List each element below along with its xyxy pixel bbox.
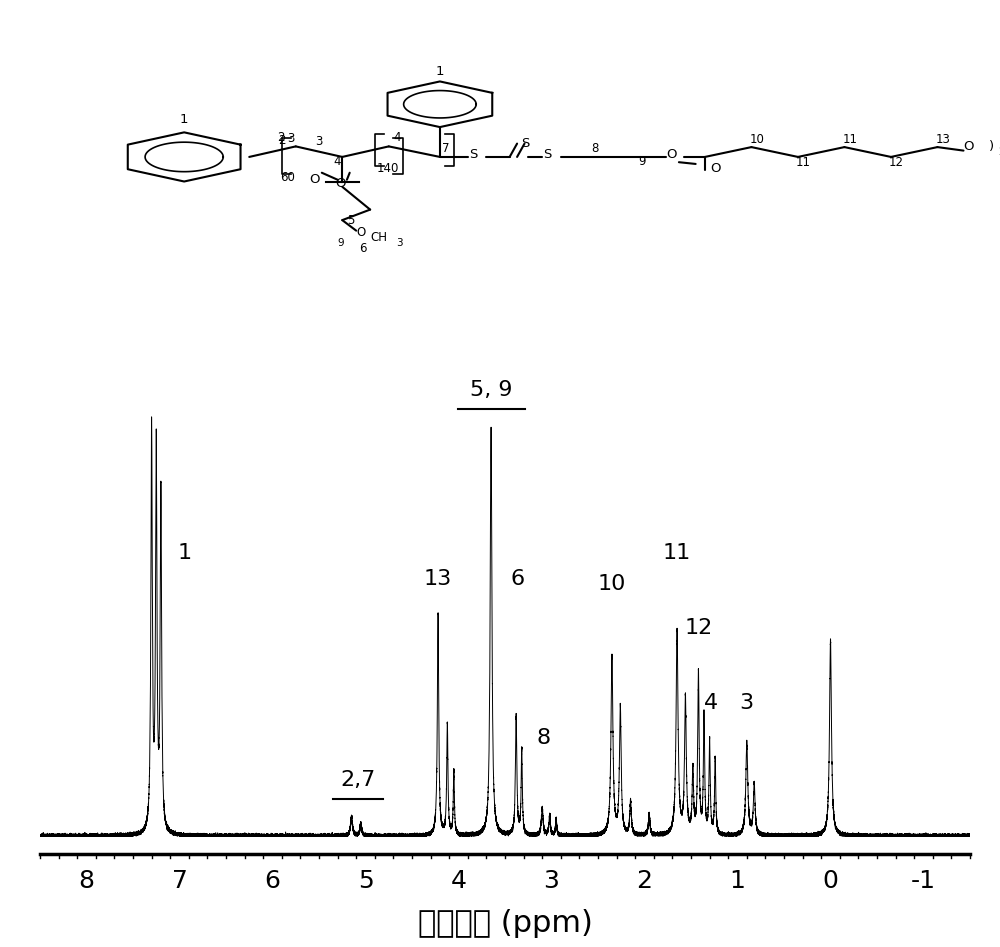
- Text: 2: 2: [277, 131, 285, 144]
- Text: 6: 6: [265, 869, 281, 893]
- Text: -1: -1: [911, 869, 936, 893]
- Text: ): ): [989, 140, 994, 152]
- Text: 9: 9: [338, 239, 344, 248]
- Text: 6: 6: [510, 569, 524, 589]
- Text: 11: 11: [796, 155, 811, 169]
- Text: 10: 10: [750, 133, 764, 146]
- Text: 0: 0: [823, 869, 838, 893]
- Text: CH: CH: [370, 231, 387, 244]
- Text: 11: 11: [843, 133, 858, 146]
- Text: 3: 3: [740, 693, 754, 713]
- Text: 9: 9: [638, 154, 645, 168]
- Text: 8: 8: [537, 728, 551, 748]
- Text: 60: 60: [280, 170, 295, 184]
- Text: 3: 3: [315, 135, 323, 149]
- Text: 2: 2: [278, 134, 286, 147]
- Text: 7: 7: [172, 869, 187, 893]
- Text: S: S: [521, 137, 529, 150]
- Text: 3: 3: [287, 133, 295, 145]
- Text: O: O: [310, 173, 320, 187]
- Text: 4: 4: [393, 131, 401, 144]
- Text: 260: 260: [998, 147, 1000, 157]
- Text: 3: 3: [396, 239, 403, 248]
- Text: 12: 12: [684, 617, 713, 638]
- Text: 1: 1: [180, 113, 188, 126]
- Text: 1: 1: [177, 543, 191, 563]
- Text: 化学位移 (ppm): 化学位移 (ppm): [418, 909, 592, 938]
- Text: S: S: [543, 148, 552, 161]
- Text: 5: 5: [358, 869, 373, 893]
- Text: 12: 12: [889, 155, 904, 169]
- Text: O: O: [356, 226, 365, 239]
- Text: 4: 4: [334, 154, 341, 168]
- Text: 8: 8: [591, 142, 599, 154]
- Text: 3: 3: [544, 869, 559, 893]
- Text: 5, 9: 5, 9: [470, 380, 512, 401]
- Text: S: S: [469, 148, 477, 161]
- Text: 5: 5: [347, 214, 354, 227]
- Text: 10: 10: [598, 574, 626, 594]
- Text: 13: 13: [424, 569, 452, 589]
- Text: 2: 2: [637, 869, 653, 893]
- Text: 4: 4: [451, 869, 467, 893]
- Text: 140: 140: [377, 162, 399, 175]
- Text: O: O: [335, 177, 345, 189]
- Text: 4: 4: [704, 693, 719, 713]
- Text: 1: 1: [436, 65, 444, 78]
- Text: O: O: [963, 140, 974, 152]
- Text: 2,7: 2,7: [340, 770, 376, 790]
- Text: 1: 1: [730, 869, 745, 893]
- Text: O: O: [666, 148, 676, 161]
- Text: 13: 13: [936, 133, 950, 146]
- Text: 11: 11: [663, 543, 691, 563]
- Text: 6: 6: [359, 242, 366, 256]
- Text: 7: 7: [442, 142, 449, 154]
- Text: 8: 8: [79, 869, 95, 893]
- Text: O: O: [711, 162, 721, 174]
